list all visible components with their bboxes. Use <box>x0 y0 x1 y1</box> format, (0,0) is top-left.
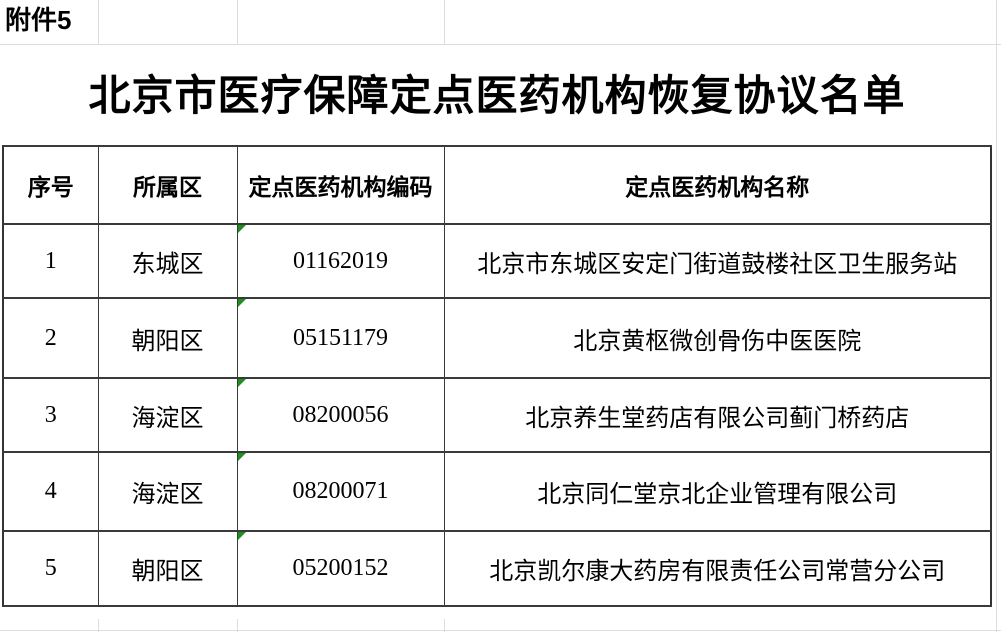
table-row: 3 海淀区 08200056 北京养生堂药店有限公司蓟门桥药店 <box>2 377 992 453</box>
gridline-horizontal <box>0 630 1001 631</box>
cell-district[interactable]: 东城区 <box>97 223 238 299</box>
header-cell-district[interactable]: 所属区 <box>97 145 238 225</box>
cell-district[interactable]: 海淀区 <box>97 451 238 532</box>
gridline-horizontal <box>0 44 1001 45</box>
code-text: 08200056 <box>292 401 389 428</box>
cell-district[interactable]: 朝阳区 <box>97 530 238 607</box>
cell-code[interactable]: 08200071 <box>236 451 445 532</box>
stored-as-text-flag-icon <box>238 454 246 461</box>
cell-name[interactable]: 北京养生堂药店有限公司蓟门桥药店 <box>443 377 992 453</box>
cell-district[interactable]: 海淀区 <box>97 377 238 453</box>
header-cell-name[interactable]: 定点医药机构名称 <box>443 145 992 225</box>
attachment-label-cell[interactable]: 附件5 <box>5 0 71 43</box>
cell-name[interactable]: 北京黄枢微创骨伤中医医院 <box>443 297 992 379</box>
gridline-vertical <box>237 0 238 44</box>
cell-name[interactable]: 北京凯尔康大药房有限责任公司常营分公司 <box>443 530 992 607</box>
stored-as-text-flag-icon <box>238 226 246 233</box>
stored-as-text-flag-icon <box>238 380 246 387</box>
gridline-vertical <box>98 0 99 44</box>
cell-no[interactable]: 4 <box>2 451 99 532</box>
table-row: 2 朝阳区 05151179 北京黄枢微创骨伤中医医院 <box>2 297 992 379</box>
cell-code[interactable]: 08200056 <box>236 377 445 453</box>
stored-as-text-flag-icon <box>238 533 246 540</box>
attachment-label: 附件5 <box>5 5 72 35</box>
cell-name[interactable]: 北京同仁堂京北企业管理有限公司 <box>443 451 992 532</box>
cell-code[interactable]: 01162019 <box>236 223 445 299</box>
cell-no[interactable]: 2 <box>2 297 99 379</box>
gridline-vertical <box>98 619 99 632</box>
cell-no[interactable]: 5 <box>2 530 99 607</box>
code-text: 01162019 <box>292 247 389 274</box>
table-row: 4 海淀区 08200071 北京同仁堂京北企业管理有限公司 <box>2 451 992 532</box>
cell-code[interactable]: 05151179 <box>236 297 445 379</box>
table-row: 1 东城区 01162019 北京市东城区安定门街道鼓楼社区卫生服务站 <box>2 223 992 299</box>
gridline-vertical <box>444 619 445 632</box>
stored-as-text-flag-icon <box>238 300 246 307</box>
gridline-vertical <box>237 619 238 632</box>
table-row: 5 朝阳区 05200152 北京凯尔康大药房有限责任公司常营分公司 <box>2 530 992 607</box>
header-cell-no[interactable]: 序号 <box>2 145 99 225</box>
code-text: 05200152 <box>292 555 389 581</box>
cell-name[interactable]: 北京市东城区安定门街道鼓楼社区卫生服务站 <box>443 223 992 299</box>
cell-district[interactable]: 朝阳区 <box>97 297 238 379</box>
code-text: 08200071 <box>292 478 389 504</box>
header-cell-code[interactable]: 定点医药机构编码 <box>236 145 445 225</box>
gridline-vertical <box>444 0 445 44</box>
document-title: 北京市医疗保障定点医药机构恢复协议名单 <box>88 74 906 120</box>
cell-code[interactable]: 05200152 <box>236 530 445 607</box>
table-header-row: 序号 所属区 定点医药机构编码 定点医药机构名称 <box>2 145 992 225</box>
code-text: 05151179 <box>292 324 389 351</box>
cell-no[interactable]: 3 <box>2 377 99 453</box>
gridline-vertical <box>996 0 997 632</box>
document-title-cell[interactable]: 北京市医疗保障定点医药机构恢复协议名单 <box>2 45 992 144</box>
cell-no[interactable]: 1 <box>2 223 99 299</box>
institutions-table: 序号 所属区 定点医药机构编码 定点医药机构名称 1 东城区 01162019 … <box>2 145 992 607</box>
